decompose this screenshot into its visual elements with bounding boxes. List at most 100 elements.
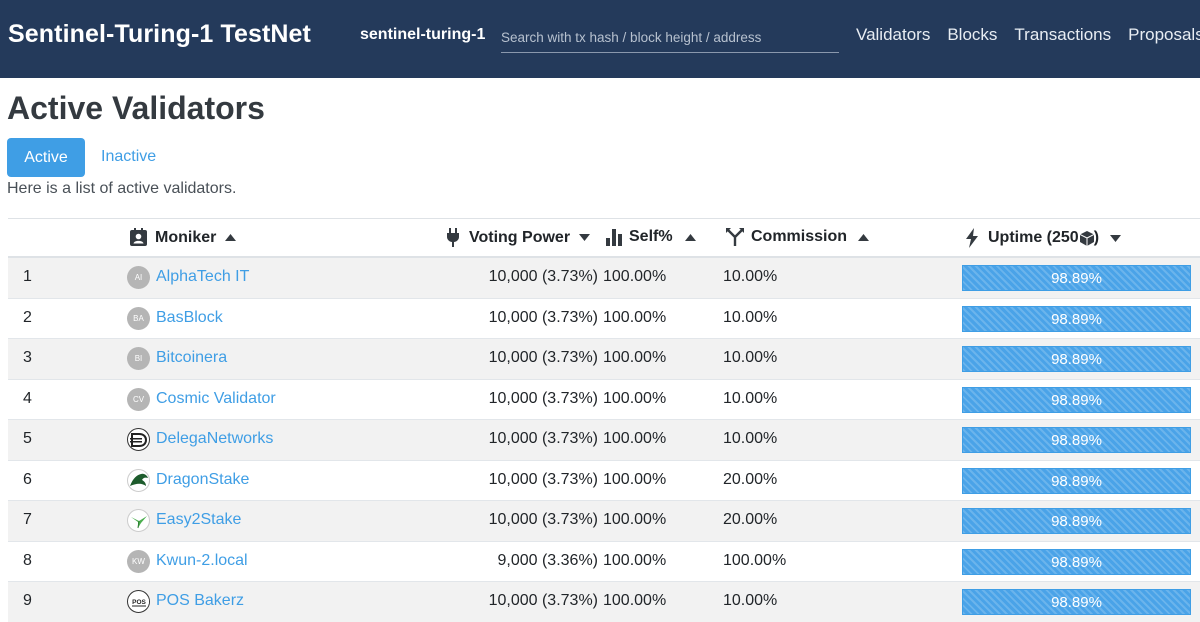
self-percent-cell: 100.00% (603, 430, 667, 447)
lightning-icon (965, 228, 979, 248)
avatar: BI (127, 347, 150, 370)
moniker-link[interactable]: Cosmic Validator (156, 389, 276, 407)
voting-power-cell: 10,000 (3.73%) (488, 308, 598, 326)
commission-cell: 10.00% (723, 268, 778, 285)
self-percent-cell: 100.00% (603, 592, 667, 609)
uptime-value: 98.89% (1051, 432, 1102, 449)
top-navbar: Sentinel-Turing-1 TestNet sentinel-turin… (0, 0, 1200, 78)
validators-table: Moniker Voting Power Self% (8, 218, 1200, 622)
sort-down-icon (1110, 234, 1122, 242)
pos-bakerz-logo-icon: POS (127, 590, 150, 613)
uptime-progress-bar: 98.89% (962, 548, 1191, 575)
table-row: 4 CV Cosmic Validator 10,000 (3.73%) 100.00%… (8, 380, 1200, 420)
uptime-progress-bar: 98.89% (962, 508, 1191, 534)
rank-cell: 7 (23, 511, 32, 528)
moniker-link[interactable]: POS Bakerz (156, 592, 245, 609)
tab-active[interactable]: Active (7, 138, 85, 177)
plug-icon (446, 228, 460, 247)
rank-cell: 4 (23, 389, 32, 407)
moniker-link[interactable]: DelegaNetworks (156, 430, 274, 447)
moniker-link[interactable]: BasBlock (156, 308, 223, 326)
self-percent-cell: 100.00% (603, 268, 667, 285)
commission-cell: 10.00% (723, 592, 778, 609)
voting-power-cell: 10,000 (3.73%) (488, 349, 598, 366)
moniker-link[interactable]: AlphaTech IT (156, 268, 250, 285)
avatar: CV (127, 387, 150, 411)
uptime-value: 98.89% (1051, 270, 1102, 287)
table-header: Moniker Voting Power Self% (8, 218, 1200, 258)
uptime-progress-bar: 98.89% (962, 265, 1191, 291)
voting-power-cell: 9,000 (3.36%) (497, 551, 598, 569)
self-header[interactable]: Self% (606, 228, 696, 246)
self-percent-cell: 100.00% (603, 511, 667, 528)
nav-validators[interactable]: Validators (856, 25, 931, 44)
uptime-value: 98.89% (1051, 594, 1102, 611)
sort-up-icon (225, 234, 237, 241)
table-body: 1 AI AlphaTech IT 10,000 (3.73%) 100.00% 10.0… (8, 258, 1200, 622)
sort-up-icon (858, 233, 870, 241)
search-box (501, 24, 839, 53)
rank-cell: 1 (23, 268, 32, 285)
commission-cell: 20.00% (723, 470, 778, 488)
nav-proposals[interactable]: Proposals (1128, 25, 1200, 44)
table-row: 2 BA BasBlock 10,000 (3.73%) 100.00% 10.00% 98… (8, 299, 1200, 339)
fork-icon (726, 228, 744, 246)
avatar-initials: BA (133, 313, 144, 323)
voting-power-cell: 10,000 (3.73%) (488, 268, 598, 285)
self-header-label: Self% (629, 228, 673, 245)
moniker-link[interactable]: Bitcoinera (156, 349, 228, 366)
self-percent-cell: 100.00% (603, 308, 667, 326)
commission-cell: 10.00% (723, 389, 778, 407)
voting-power-header-label: Voting Power (469, 228, 571, 246)
commission-header[interactable]: Commission (726, 228, 870, 246)
moniker-header[interactable]: Moniker (129, 228, 237, 247)
uptime-progress-bar: 98.89% (962, 589, 1191, 615)
self-percent-cell: 100.00% (603, 389, 667, 407)
moniker-link[interactable]: Easy2Stake (156, 511, 242, 528)
commission-cell: 10.00% (723, 430, 778, 447)
avatar-initials: KW (132, 556, 145, 566)
rank-cell: 9 (23, 592, 32, 609)
commission-cell: 10.00% (723, 308, 778, 326)
self-percent-cell: 100.00% (603, 551, 667, 569)
nav-links: Validators Blocks Transactions Proposals (856, 25, 1200, 45)
table-row: 3 BI Bitcoinera 10,000 (3.73%) 100.00% 10.00%… (8, 339, 1200, 380)
nav-blocks[interactable]: Blocks (947, 25, 998, 44)
search-input[interactable] (501, 24, 839, 50)
moniker-link[interactable]: Kwun-2.local (156, 551, 248, 569)
nav-transactions[interactable]: Transactions (1014, 25, 1112, 44)
uptime-progress-bar: 98.89% (962, 386, 1191, 413)
commission-cell: 10.00% (723, 349, 778, 366)
dragon-logo-icon (127, 468, 150, 492)
table-row: 5 DelegaNetworks 10,000 (3.73%) 100.00% 10.0… (8, 420, 1200, 461)
voting-power-cell: 10,000 (3.73%) (488, 511, 598, 528)
avatar-initials: AI (134, 273, 143, 282)
moniker-link[interactable]: DragonStake (156, 470, 250, 488)
brand-title[interactable]: Sentinel-Turing-1 TestNet (8, 20, 311, 48)
avatar-initials: BI (134, 354, 143, 363)
uptime-value: 98.89% (1051, 391, 1102, 409)
commission-header-label: Commission (751, 228, 848, 245)
page-title: Active Validators (7, 90, 265, 126)
avatar: KW (127, 549, 150, 573)
sort-down-icon (579, 234, 591, 241)
rank-cell: 2 (23, 308, 32, 326)
uptime-header[interactable]: Uptime (250 ) (965, 228, 1122, 248)
uptime-value: 98.89% (1051, 513, 1102, 530)
commission-cell: 20.00% (723, 511, 778, 528)
page-subtitle: Here is a list of active validators. (7, 180, 237, 197)
avatar-initials: CV (132, 394, 145, 404)
voting-power-header[interactable]: Voting Power (446, 228, 591, 247)
table-row: 9 POS POS Bakerz 10,000 (3.73%) 100.00% 10.00… (8, 582, 1200, 622)
rank-cell: 8 (23, 551, 32, 569)
uptime-header-label: Uptime (250 (988, 229, 1079, 246)
self-percent-cell: 100.00% (603, 470, 667, 488)
tab-inactive[interactable]: Inactive (101, 148, 157, 165)
delega-logo-icon (127, 428, 150, 451)
easy2stake-logo-icon (127, 509, 150, 532)
rank-cell: 6 (23, 470, 32, 488)
uptime-progress-bar: 98.89% (962, 427, 1191, 453)
chain-id-label: sentinel-turing-1 (360, 26, 486, 43)
svg-text:POS: POS (132, 599, 146, 606)
uptime-value: 98.89% (1051, 351, 1102, 368)
